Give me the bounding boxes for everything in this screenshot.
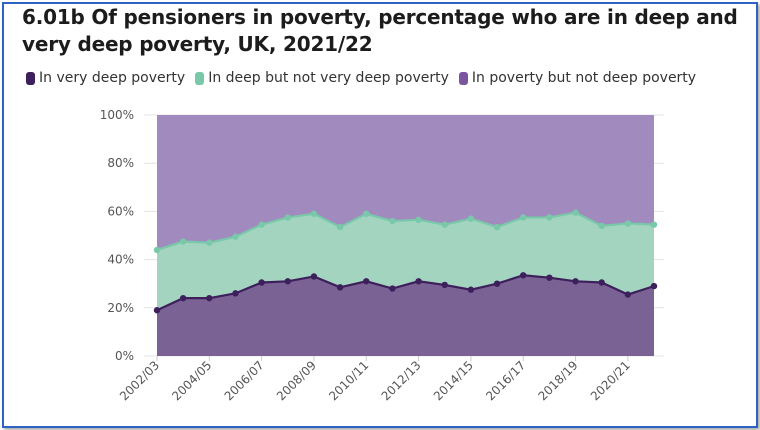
- chart-title: 6.01b Of pensioners in poverty, percenta…: [22, 5, 738, 56]
- data-point[interactable]: [415, 278, 422, 285]
- data-point[interactable]: [441, 281, 448, 289]
- series-line-2: [156, 211, 655, 252]
- legend-label: In very deep poverty: [39, 70, 186, 86]
- data-point[interactable]: [310, 210, 318, 218]
- y-tick-label: 40%: [107, 253, 134, 267]
- data-point[interactable]: [153, 307, 161, 314]
- x-tick-label: 2020/21: [588, 358, 633, 403]
- area-3: [157, 115, 654, 250]
- data-point[interactable]: [284, 214, 291, 221]
- legend-label: In deep but not very deep poverty: [208, 70, 449, 86]
- data-point[interactable]: [232, 290, 239, 297]
- data-point[interactable]: [363, 210, 370, 218]
- area-2: [157, 212, 654, 311]
- x-tick-label: 2014/15: [431, 358, 476, 403]
- data-point[interactable]: [598, 279, 605, 286]
- y-tick-label: 20%: [107, 301, 134, 315]
- y-tick-label: 60%: [107, 204, 134, 218]
- data-point[interactable]: [363, 278, 370, 285]
- legend-label: In poverty but not deep poverty: [471, 70, 697, 86]
- data-point[interactable]: [624, 220, 632, 227]
- data-point[interactable]: [336, 284, 344, 291]
- data-point[interactable]: [415, 216, 422, 224]
- data-point[interactable]: [179, 294, 187, 302]
- data-point[interactable]: [179, 238, 187, 245]
- x-tick-label: 2006/07: [222, 358, 267, 403]
- y-tick-label: 100%: [100, 108, 134, 122]
- legend-swatch: [195, 71, 205, 85]
- y-tick-label: 80%: [107, 156, 134, 170]
- data-point[interactable]: [546, 214, 553, 221]
- data-point[interactable]: [389, 285, 396, 292]
- legend-item-poverty[interactable]: In poverty but not deep poverty: [458, 70, 697, 86]
- legend-swatch: [26, 71, 35, 85]
- data-point[interactable]: [520, 272, 527, 279]
- data-point[interactable]: [389, 217, 396, 225]
- data-point[interactable]: [520, 214, 527, 221]
- data-point[interactable]: [493, 223, 501, 231]
- x-tick-label: 2018/19: [535, 358, 580, 403]
- data-point[interactable]: [258, 279, 265, 286]
- x-tick-label: 2012/13: [379, 358, 424, 403]
- x-tick-label: 2002/03: [117, 358, 162, 403]
- data-point[interactable]: [546, 274, 553, 281]
- x-tick-label: 2016/17: [483, 358, 528, 403]
- data-point[interactable]: [624, 291, 632, 298]
- legend-item-very-deep[interactable]: In very deep poverty: [26, 70, 185, 86]
- data-point[interactable]: [467, 286, 475, 293]
- y-tick-label: 0%: [115, 349, 134, 363]
- legend-swatch: [458, 71, 468, 85]
- data-point[interactable]: [493, 280, 501, 287]
- data-point[interactable]: [441, 221, 448, 228]
- data-point[interactable]: [232, 233, 239, 240]
- data-point[interactable]: [284, 278, 291, 285]
- data-point[interactable]: [650, 221, 658, 228]
- legend-item-deep[interactable]: In deep but not very deep poverty: [195, 70, 449, 86]
- chart-legend: In very deep poverty In deep but not ver…: [26, 70, 696, 86]
- data-point[interactable]: [572, 278, 579, 285]
- x-tick-label: 2004/05: [169, 358, 214, 403]
- data-point[interactable]: [153, 246, 161, 254]
- series-line-1: [156, 274, 655, 312]
- data-point[interactable]: [572, 209, 579, 216]
- data-point[interactable]: [206, 294, 213, 302]
- data-point[interactable]: [650, 282, 658, 290]
- x-tick-label: 2008/09: [274, 358, 319, 403]
- data-point[interactable]: [467, 215, 475, 222]
- area-1: [157, 275, 654, 356]
- data-point[interactable]: [336, 223, 344, 231]
- data-point[interactable]: [310, 273, 318, 280]
- data-point[interactable]: [206, 239, 213, 246]
- data-point[interactable]: [598, 222, 605, 230]
- x-tick-label: 2010/11: [326, 358, 371, 403]
- data-point[interactable]: [258, 221, 265, 228]
